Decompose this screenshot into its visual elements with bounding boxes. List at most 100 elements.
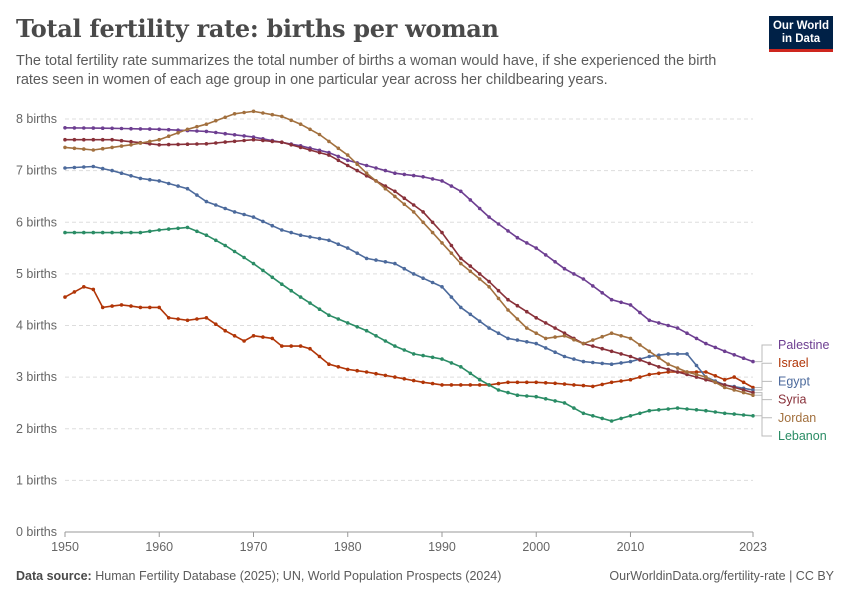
legend-label[interactable]: Israel <box>778 356 809 370</box>
data-point <box>308 235 312 239</box>
data-point <box>600 346 604 351</box>
data-point <box>355 368 360 373</box>
data-point <box>251 215 256 219</box>
data-point <box>223 328 227 333</box>
data-point <box>138 305 143 310</box>
source-url[interactable]: OurWorldinData.org/fertility-rate | CC B… <box>609 569 834 583</box>
data-point <box>308 346 312 351</box>
data-point <box>261 268 265 273</box>
data-point <box>63 230 67 235</box>
data-point <box>685 352 689 356</box>
data-point <box>63 166 67 170</box>
owid-logo[interactable]: Our World in Data <box>769 16 833 52</box>
data-point <box>421 210 425 214</box>
legend-label[interactable]: Syria <box>778 393 807 407</box>
legend-label[interactable]: Palestine <box>778 338 829 352</box>
data-point <box>63 137 67 142</box>
series-line[interactable] <box>64 285 754 389</box>
data-point <box>553 381 557 386</box>
data-point <box>421 220 425 225</box>
legend-label[interactable]: Lebanon <box>778 429 827 443</box>
data-point <box>694 370 699 374</box>
data-point <box>543 381 548 385</box>
data-point <box>609 380 614 385</box>
series-line[interactable] <box>65 138 754 394</box>
legend-leader-line <box>755 415 772 437</box>
data-point <box>232 334 237 338</box>
x-tick-label: 1980 <box>334 540 362 554</box>
data-point <box>148 127 152 131</box>
data-point <box>251 109 256 114</box>
data-point <box>119 144 124 148</box>
data-point <box>487 326 491 330</box>
data-point <box>261 335 265 339</box>
data-point <box>298 233 303 237</box>
data-point <box>666 323 670 328</box>
data-point <box>430 230 435 235</box>
data-point <box>722 377 727 382</box>
data-point <box>468 312 473 317</box>
data-point <box>468 198 473 202</box>
data-point <box>459 256 463 261</box>
data-point <box>82 126 86 130</box>
data-source-text[interactable]: Human Fertility Database (2025); UN, Wor… <box>95 569 502 583</box>
series-line[interactable] <box>65 226 754 422</box>
data-point <box>694 363 699 368</box>
data-point <box>449 243 454 248</box>
data-point <box>751 390 755 395</box>
data-point <box>100 126 105 130</box>
data-point <box>591 384 595 389</box>
data-point <box>534 246 538 250</box>
data-point <box>440 383 444 387</box>
data-point <box>591 284 595 288</box>
data-point <box>345 158 350 163</box>
data-point <box>298 344 303 348</box>
data-point <box>63 145 67 150</box>
data-point <box>242 134 246 138</box>
legend-leader-line <box>755 362 772 388</box>
data-point <box>647 408 652 413</box>
data-point <box>232 210 237 214</box>
data-point <box>232 133 237 137</box>
data-point <box>515 393 520 398</box>
data-point <box>411 173 416 178</box>
data-point <box>327 238 331 243</box>
data-point <box>119 230 124 235</box>
data-point <box>477 377 482 382</box>
data-point <box>270 112 275 117</box>
data-source: Data source: Human Fertility Database (2… <box>16 569 501 583</box>
data-point <box>449 383 454 387</box>
data-point <box>345 163 350 168</box>
data-point <box>496 331 501 336</box>
data-point <box>525 326 529 330</box>
data-point <box>345 153 350 157</box>
data-point <box>534 341 538 346</box>
legend-label[interactable]: Jordan <box>778 411 816 425</box>
y-tick-label: 0 births <box>16 525 57 539</box>
data-point <box>525 309 529 314</box>
data-point <box>110 304 114 308</box>
x-tick-label: 1990 <box>428 540 456 554</box>
y-tick-label: 3 births <box>16 370 57 384</box>
data-point <box>195 129 199 133</box>
data-point <box>129 126 133 131</box>
data-point <box>402 196 407 200</box>
data-point <box>72 290 77 294</box>
data-point <box>223 140 227 144</box>
logo-line-1: Our World <box>772 20 829 32</box>
data-point <box>148 305 152 310</box>
data-point <box>72 126 77 130</box>
data-point <box>553 335 557 339</box>
data-point <box>421 353 425 358</box>
data-point <box>129 230 133 235</box>
data-point <box>751 414 755 418</box>
data-point <box>393 375 397 379</box>
data-point <box>685 331 689 336</box>
data-point <box>628 336 633 341</box>
data-point <box>722 349 727 354</box>
legend-label[interactable]: Egypt <box>778 374 810 388</box>
data-point <box>214 322 218 327</box>
series-line[interactable] <box>64 127 754 363</box>
data-point <box>91 164 96 169</box>
data-point <box>364 370 369 374</box>
